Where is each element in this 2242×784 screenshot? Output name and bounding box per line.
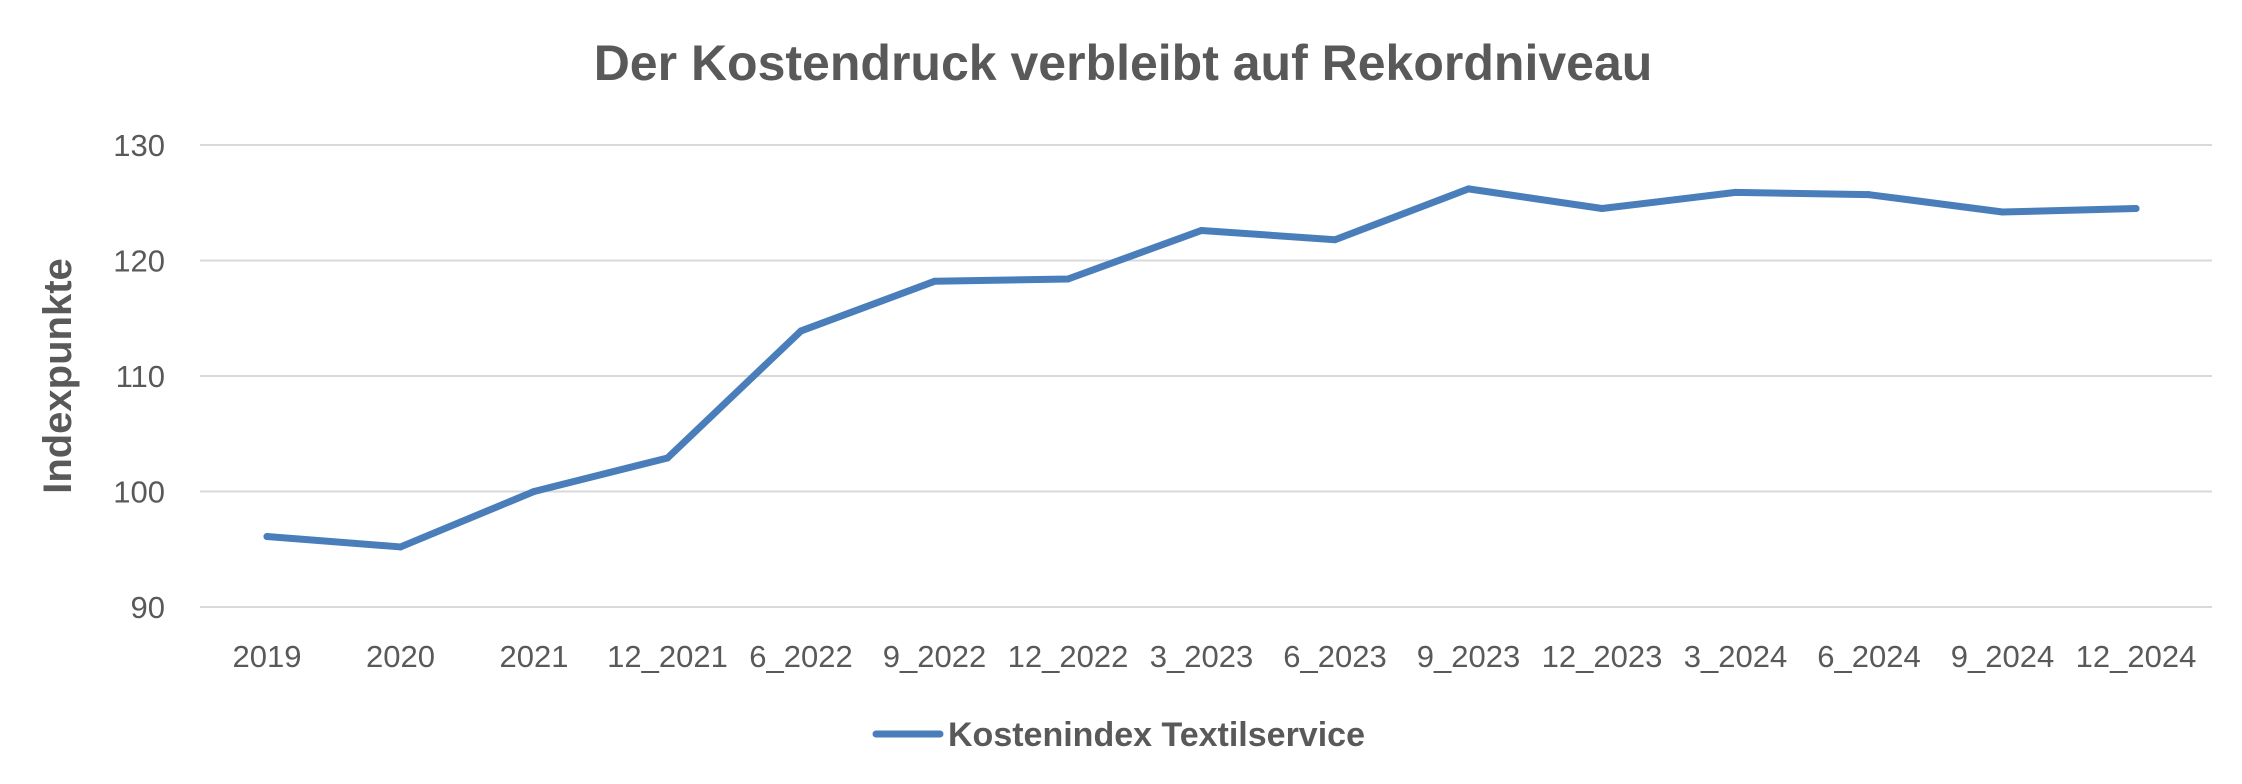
y-tick-label: 120 — [113, 244, 165, 279]
x-tick-label: 2021 — [500, 639, 569, 674]
x-tick-label: 12_2022 — [1008, 639, 1129, 674]
y-axis-ticks: 90 100 110 120 130 — [113, 128, 165, 625]
chart-title: Der Kostendruck verbleibt auf Rekordnive… — [594, 35, 1653, 91]
x-tick-label: 9_2024 — [1951, 639, 2054, 674]
x-tick-label: 3_2023 — [1150, 639, 1253, 674]
x-tick-label: 12_2024 — [2076, 639, 2197, 674]
y-tick-label: 130 — [113, 128, 165, 163]
data-point — [1465, 185, 1472, 193]
x-tick-label: 9_2023 — [1417, 639, 1520, 674]
data-point — [1064, 275, 1072, 283]
gridlines — [200, 144, 2212, 608]
x-tick-label: 9_2022 — [883, 639, 986, 674]
data-point — [1331, 236, 1339, 244]
data-point — [2132, 205, 2140, 213]
data-point — [931, 277, 938, 285]
y-tick-label: 110 — [116, 359, 165, 394]
x-tick-label: 2020 — [366, 639, 435, 674]
y-axis-title: Indexpunkte — [36, 258, 80, 494]
data-point — [530, 488, 538, 495]
series-layer — [263, 185, 2140, 551]
x-tick-label: 3_2024 — [1684, 639, 1787, 674]
data-point — [1598, 205, 1606, 213]
legend-label: Kostenindex Textilservice — [948, 716, 1365, 754]
data-point — [1198, 226, 1205, 234]
data-point — [397, 543, 404, 551]
data-point — [664, 454, 671, 462]
data-point — [263, 533, 271, 541]
data-point — [1999, 208, 2006, 216]
legend: Kostenindex Textilservice — [872, 716, 1365, 754]
x-axis-ticks: 2019 2020 2021 12_2021 6_2022 9_2022 12_2022 3_… — [233, 639, 2197, 674]
data-point — [1865, 191, 1873, 199]
x-tick-label: 2019 — [233, 639, 302, 674]
y-tick-label: 90 — [131, 590, 165, 625]
y-tick-label: 100 — [113, 475, 165, 510]
x-tick-label: 12_2023 — [1542, 639, 1663, 674]
x-tick-label: 6_2024 — [1817, 639, 1920, 674]
x-tick-label: 12_2021 — [607, 639, 728, 674]
x-tick-label: 6_2022 — [749, 639, 852, 674]
x-tick-label: 6_2023 — [1283, 639, 1386, 674]
series-line — [263, 185, 2140, 551]
data-point — [1732, 188, 1739, 196]
data-point — [797, 327, 805, 335]
